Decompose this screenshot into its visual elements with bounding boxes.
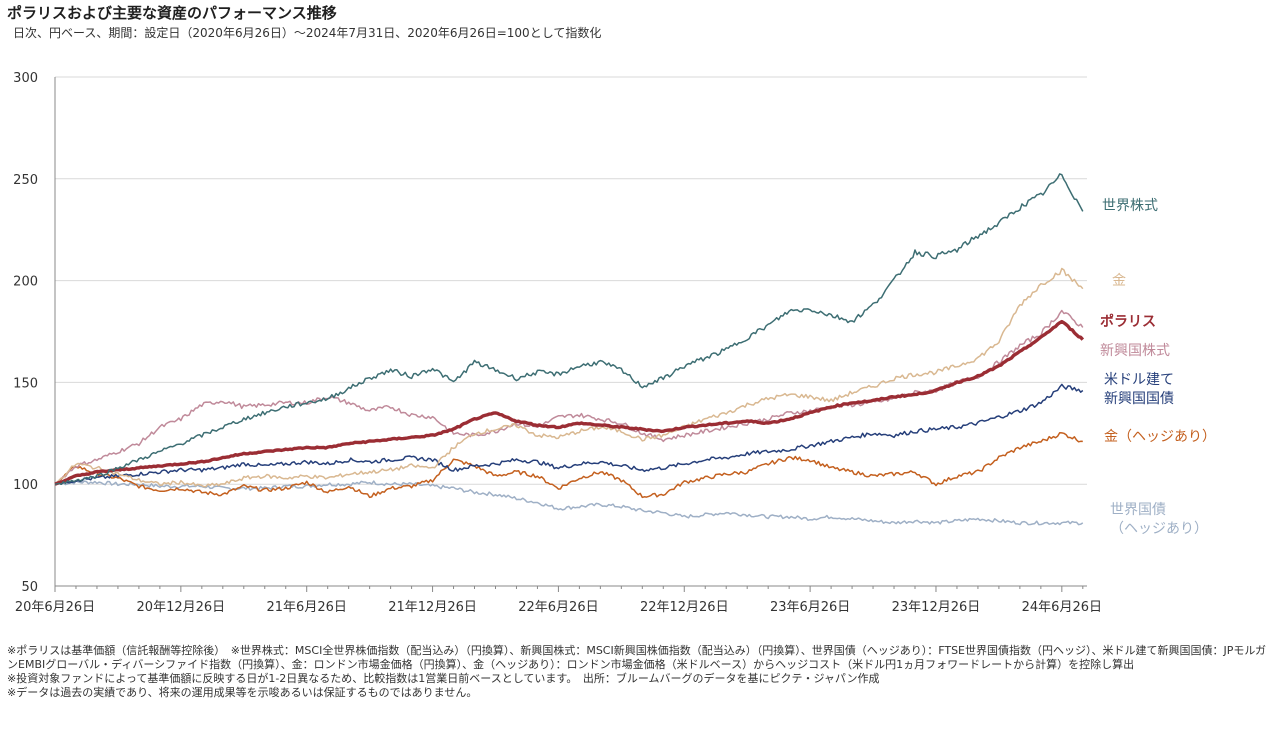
series-label: （ヘッジあり）	[1110, 521, 1208, 537]
y-tick-label: 50	[21, 580, 38, 595]
series-label: 米ドル建て	[1104, 372, 1174, 388]
series-line	[54, 267, 1084, 488]
y-tick-label: 200	[13, 275, 38, 290]
y-tick-label: 100	[13, 478, 38, 493]
x-tick-label: 21年12月26日	[388, 600, 477, 615]
chart-subtitle: 日次、円ベース、期間：設定日（2020年6月26日）～2024年7月31日、20…	[13, 26, 602, 40]
x-tick-label: 24年6月26日	[1022, 600, 1102, 615]
y-tick-label: 300	[13, 71, 38, 86]
series-lines	[54, 173, 1085, 526]
line-chart: 50 100 150 200 250 300 20年6月26日 20年12月26日 21年6月…	[13, 71, 1216, 615]
x-axis: 20年6月26日 20年12月26日 21年6月26日 21年12月26日 22年6月2…	[15, 585, 1102, 615]
y-tick-label: 150	[13, 376, 38, 391]
footnote-2: ※投資対象ファンドによって基準価額に反映する日が1-2日異なるため、比較指数は1…	[7, 672, 880, 685]
chart-title: ポラリスおよび主要な資産のパフォーマンス推移	[7, 4, 337, 22]
series-line	[54, 479, 1084, 526]
series-line	[54, 432, 1083, 499]
footnotes: ※ポラリスは基準価額（信託報酬等控除後） ※世界株式：MSCI全世界株価指数（配…	[7, 644, 1275, 700]
series-line	[54, 173, 1084, 485]
footnote-3: ※データは過去の実績であり、将来の運用成果等を示唆あるいは保証するものではありま…	[7, 686, 478, 699]
series-label: ポラリス	[1100, 313, 1156, 330]
x-tick-label: 20年12月26日	[137, 600, 226, 615]
grid-lines	[55, 76, 1087, 485]
series-line	[54, 309, 1084, 485]
series-label: 金（ヘッジあり）	[1104, 429, 1216, 445]
series-label: 世界株式	[1102, 198, 1158, 214]
x-tick-label: 22年6月26日	[518, 600, 598, 615]
series-label: 新興国国債	[1104, 391, 1174, 407]
series-label: 世界国債	[1110, 502, 1166, 518]
series-line	[54, 319, 1085, 486]
footnote-1: ※ポラリスは基準価額（信託報酬等控除後） ※世界株式：MSCI全世界株価指数（配…	[7, 644, 1267, 671]
y-tick-label: 250	[13, 173, 38, 188]
x-tick-label: 21年6月26日	[267, 600, 347, 615]
x-tick-label: 23年6月26日	[770, 600, 850, 615]
x-tick-label: 23年12月26日	[892, 600, 981, 615]
y-axis: 50 100 150 200 250 300	[13, 71, 56, 595]
series-label: 新興国株式	[1100, 343, 1170, 359]
series-line	[54, 383, 1084, 486]
x-tick-label: 22年12月26日	[640, 600, 729, 615]
x-tick-label: 20年6月26日	[15, 600, 95, 615]
series-label: 金	[1112, 273, 1126, 289]
